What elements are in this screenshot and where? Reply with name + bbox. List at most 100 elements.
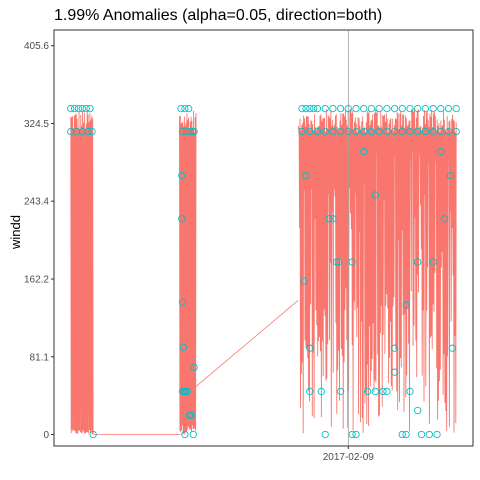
anomaly-point	[367, 127, 376, 136]
anomaly-point	[344, 104, 352, 113]
anomaly-point	[298, 104, 306, 113]
anomaly-point	[352, 430, 360, 439]
series-line-segment	[70, 109, 94, 435]
anomaly-point	[321, 127, 329, 136]
anomaly-point	[306, 127, 314, 136]
anomaly-point	[298, 127, 306, 136]
anomaly-point	[452, 127, 460, 136]
anomaly-point	[78, 104, 86, 113]
anomaly-point	[190, 127, 198, 136]
anomaly-point	[82, 104, 90, 113]
series-line-segment	[179, 110, 197, 435]
anomaly-point	[306, 104, 314, 113]
y-tick-label: 0	[43, 430, 49, 441]
anomaly-point	[360, 148, 368, 156]
plot-panel	[53, 29, 474, 447]
anomaly-point	[363, 387, 372, 396]
anomaly-point	[433, 430, 441, 439]
anomaly-point	[78, 127, 86, 136]
anomaly-point	[429, 104, 437, 113]
chart-title: 1.99% Anomalies (alpha=0.05, direction=b…	[54, 7, 382, 24]
anomaly-point	[383, 104, 391, 113]
anomaly-point	[429, 127, 437, 136]
anomaly-point	[352, 104, 360, 113]
anomaly-point	[313, 127, 322, 136]
anomaly-point	[390, 344, 399, 352]
anomaly-point	[185, 104, 193, 113]
y-tick-label: 324.5	[24, 119, 49, 130]
y-axis-label: windd	[8, 215, 23, 250]
anomaly-point	[302, 104, 310, 113]
anomaly-point	[444, 104, 453, 113]
series-line-segment	[297, 108, 457, 434]
anomaly-point	[360, 104, 368, 113]
anomaly-point	[441, 215, 449, 223]
anomaly-point	[406, 127, 414, 136]
y-tick-label: 162.2	[24, 275, 49, 286]
anomaly-point	[84, 127, 92, 136]
anomaly-point	[67, 127, 75, 136]
anomaly-point	[313, 104, 322, 113]
anomaly-layer	[67, 104, 460, 439]
anomaly-point	[414, 127, 422, 136]
anomaly-point	[309, 104, 318, 113]
anomaly-point	[70, 104, 79, 113]
anomaly-point	[344, 127, 352, 136]
anomaly-point	[306, 344, 314, 352]
anomaly-point	[437, 148, 445, 156]
series-connector	[190, 299, 299, 392]
anomaly-point	[452, 104, 460, 113]
anomaly-point	[375, 127, 383, 136]
anomaly-point	[302, 172, 310, 180]
anomaly-point	[429, 258, 437, 266]
panel-border	[53, 29, 474, 447]
anomaly-point	[414, 258, 422, 266]
anomaly-point	[74, 104, 83, 113]
x-axis: 2017-02-09	[323, 446, 374, 463]
anomaly-point	[398, 104, 406, 113]
anomaly-point	[186, 127, 194, 136]
anomaly-point	[190, 363, 198, 372]
anomaly-point	[390, 368, 399, 376]
anomaly-point	[182, 127, 191, 136]
anomaly-point	[375, 104, 383, 113]
anomaly-point	[406, 387, 414, 396]
anomaly-point	[371, 191, 379, 199]
anomaly-point	[179, 343, 187, 351]
anomaly-point	[383, 387, 391, 396]
anomaly-point	[414, 406, 422, 415]
anomaly-point	[178, 215, 186, 223]
anomaly-point	[336, 127, 345, 136]
anomaly-point	[329, 215, 337, 223]
anomaly-point	[383, 127, 391, 136]
anomaly-point	[86, 104, 94, 113]
connector-layer	[93, 299, 299, 435]
anomaly-point	[178, 298, 187, 306]
anomaly-point	[367, 104, 376, 113]
anomaly-point	[437, 104, 445, 113]
anomaly-point	[333, 258, 341, 266]
anomaly-point	[371, 387, 379, 396]
anomaly-point	[425, 430, 433, 439]
anomaly-point	[437, 127, 445, 136]
anomaly-point	[417, 430, 426, 439]
anomaly-point	[300, 277, 308, 285]
anomaly-point	[321, 430, 329, 439]
anomaly-point	[189, 430, 197, 439]
anomaly-point	[183, 387, 191, 396]
anomaly-point	[448, 344, 457, 352]
anomaly-point	[335, 258, 343, 266]
anomaly-point	[402, 430, 410, 439]
y-tick-label: 81.1	[30, 352, 50, 363]
anomaly-point	[88, 127, 96, 136]
anomaly-point	[360, 127, 368, 136]
anomaly-point	[178, 127, 187, 136]
anomaly-point	[336, 387, 345, 396]
anomaly-point	[178, 172, 186, 180]
anomaly-point	[177, 104, 185, 113]
anomaly-point	[336, 104, 345, 113]
anomaly-point	[398, 430, 406, 439]
anomaly-point	[306, 387, 314, 396]
anomaly-point	[67, 104, 75, 113]
anomaly-point	[352, 127, 360, 136]
